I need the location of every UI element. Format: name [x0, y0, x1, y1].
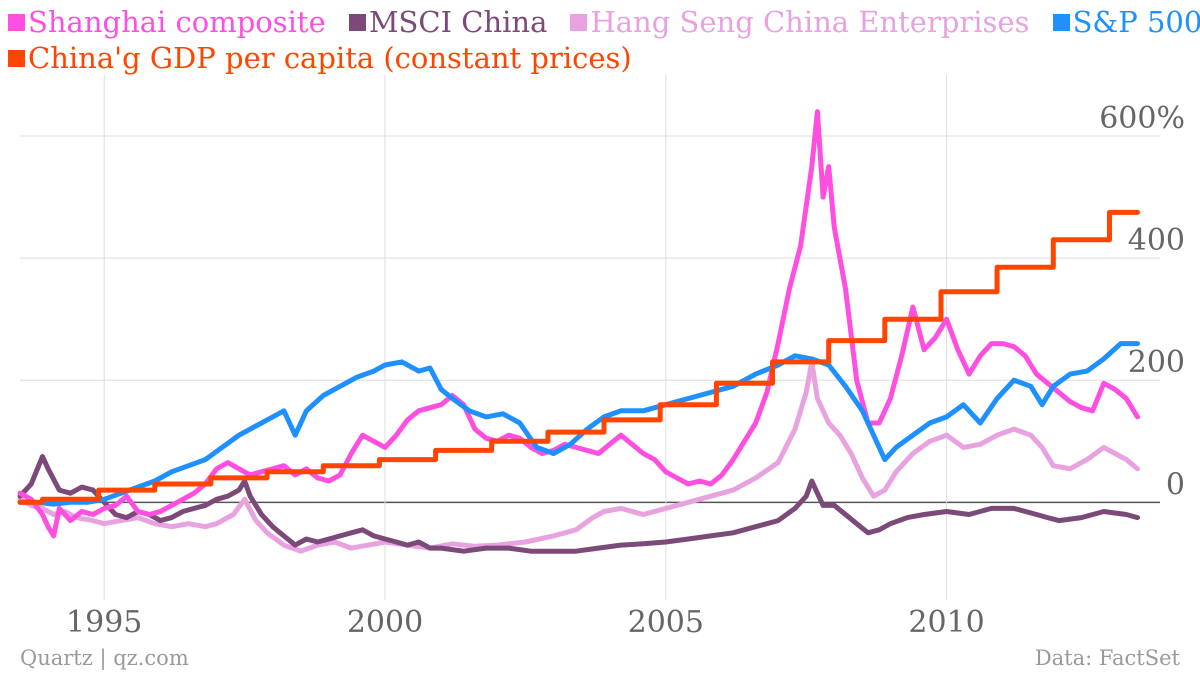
legend: Shanghai composite MSCI China Hang Seng … — [8, 4, 1200, 76]
y-tick-label: 400 — [1128, 223, 1185, 258]
legend-item-gdp: China'g GDP per capita (constant prices) — [8, 40, 632, 76]
legend-label-msci: MSCI China — [368, 5, 548, 39]
legend-label-shanghai: Shanghai composite — [28, 5, 326, 39]
legend-swatch-hang-seng — [570, 14, 588, 31]
footer-source: Data: FactSet — [1034, 646, 1180, 670]
legend-row-2: China'g GDP per capita (constant prices) — [8, 40, 1198, 76]
legend-item-sp500: S&P 500 — [1052, 4, 1200, 40]
y-axis-tick-labels: 0 200 400 600% — [1099, 101, 1185, 502]
x-axis-tick-labels: 1995 2000 2005 2010 — [66, 605, 985, 640]
legend-item-msci: MSCI China — [348, 4, 548, 40]
series-line-sp500 — [17, 341, 1140, 507]
x-tick-label: 2005 — [628, 605, 704, 640]
series-line-gdp — [17, 209, 1140, 505]
series-line-hang-seng — [17, 359, 1140, 554]
series-lines — [17, 109, 1140, 554]
y-tick-label: 200 — [1128, 345, 1185, 380]
grid — [20, 75, 1160, 600]
legend-label-gdp: China'g GDP per capita (constant prices) — [28, 41, 632, 75]
legend-swatch-shanghai — [8, 14, 25, 31]
legend-row-1: Shanghai composite MSCI China Hang Seng … — [8, 4, 1200, 40]
y-tick-label: 0 — [1166, 467, 1185, 502]
legend-swatch-msci — [348, 14, 366, 31]
legend-swatch-gdp — [8, 50, 25, 67]
legend-item-shanghai: Shanghai composite — [8, 4, 326, 40]
legend-swatch-sp500 — [1052, 14, 1070, 31]
legend-label-hang-seng: Hang Seng China Enterprises — [590, 5, 1030, 39]
x-tick-label: 2000 — [347, 605, 423, 640]
series-line-shanghai — [17, 109, 1140, 539]
footer-credit: Quartz | qz.com — [20, 646, 189, 670]
y-tick-label: 600% — [1099, 101, 1185, 136]
legend-label-sp500: S&P 500 — [1072, 5, 1200, 39]
series-line-msci — [17, 454, 1140, 554]
x-tick-label: 1995 — [66, 605, 142, 640]
legend-item-hang-seng: Hang Seng China Enterprises — [570, 4, 1029, 40]
x-tick-label: 2010 — [908, 605, 984, 640]
